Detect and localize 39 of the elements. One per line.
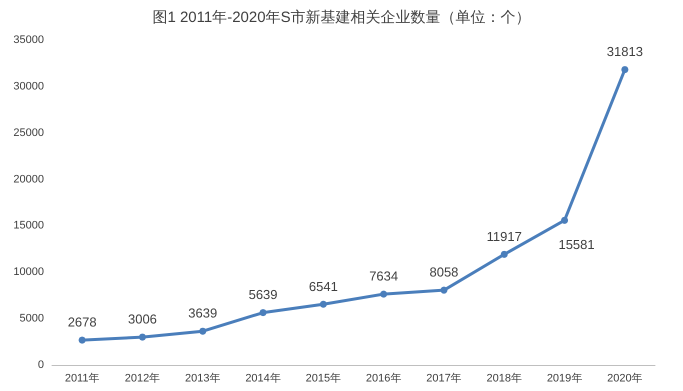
point — [440, 286, 448, 294]
y-tick-label: 10000 — [13, 266, 44, 278]
point — [500, 250, 508, 258]
x-tick-label: 2011年 — [64, 372, 100, 384]
data-label: 2678 — [68, 314, 97, 330]
data-label: 7634 — [369, 268, 398, 284]
x-tick-label: 2016年 — [366, 372, 402, 384]
y-tick-label: 5000 — [20, 312, 44, 325]
y-tick-label: 30000 — [13, 80, 44, 92]
point — [78, 336, 86, 344]
chart-title: 图1 2011年-2020年S市新基建相关企业数量（单位：个） — [152, 9, 531, 26]
data-label: 15581 — [558, 236, 595, 252]
data-label: 31813 — [606, 44, 643, 60]
data-label: 11917 — [486, 228, 522, 244]
y-tick-label: 20000 — [13, 173, 44, 186]
point — [561, 216, 568, 224]
data-label: 6541 — [308, 278, 338, 294]
x-tick-label: 2017年 — [426, 372, 462, 384]
x-tick-label: 2020年 — [607, 372, 643, 384]
point — [260, 309, 267, 316]
data-label: 3006 — [128, 312, 157, 327]
y-tick-label: 15000 — [13, 220, 44, 232]
data-label: 3639 — [188, 306, 218, 321]
x-tick-label: 2014年 — [245, 372, 281, 384]
point — [138, 334, 146, 341]
x-tick-label: 2013年 — [185, 372, 220, 384]
x-tick-label: 2015年 — [306, 372, 342, 384]
y-tick-label: 0 — [38, 359, 44, 371]
point — [380, 290, 388, 298]
data-label: 5639 — [248, 287, 278, 302]
point — [320, 300, 327, 308]
data-label: 8058 — [429, 264, 458, 280]
x-tick-label: 2018年 — [486, 372, 522, 384]
y-tick-label: 25000 — [13, 126, 44, 139]
point — [199, 328, 206, 335]
point — [621, 66, 628, 74]
x-tick-label: 2012年 — [124, 372, 160, 384]
x-tick-label: 2019年 — [546, 372, 582, 384]
y-tick-label: 35000 — [13, 34, 44, 46]
